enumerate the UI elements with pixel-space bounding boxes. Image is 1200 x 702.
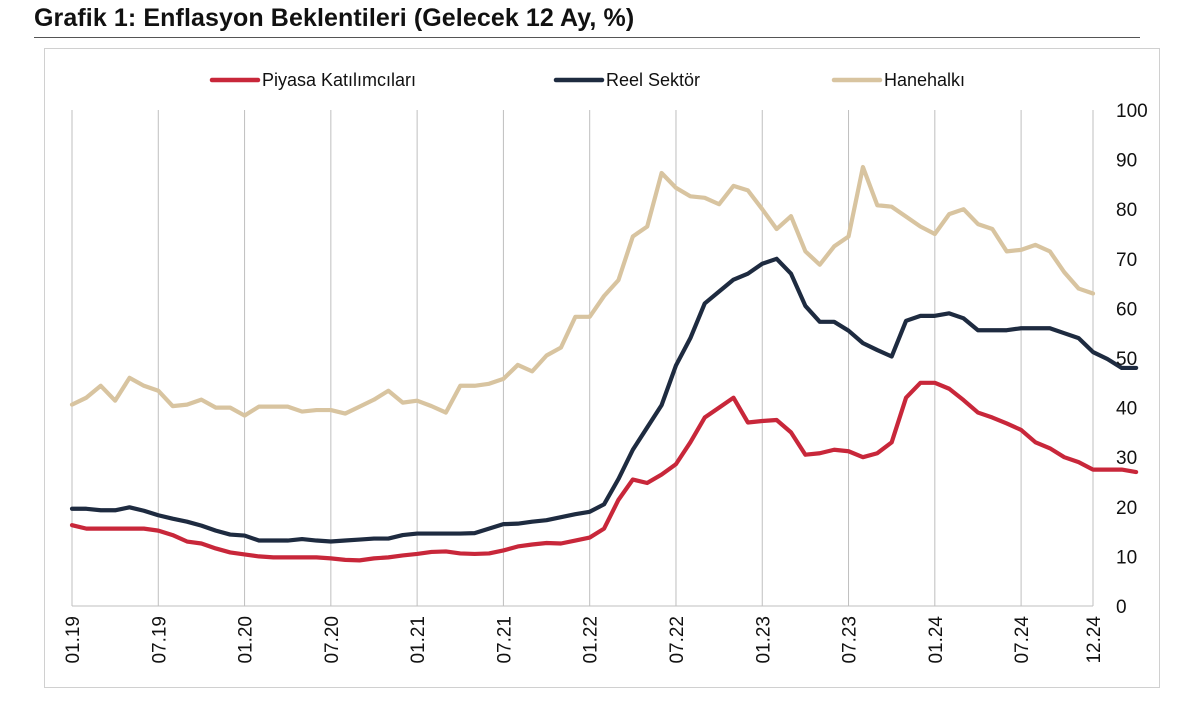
legend: Piyasa Katılımcıları Reel Sektör Hanehalkı (209, 70, 965, 90)
series-lines (69, 164, 1139, 563)
x-tick-label: 07.19 (149, 616, 170, 664)
y-tick-label: 100 (1116, 101, 1148, 122)
axes: 0 10 20 30 40 50 60 70 80 90 100 01.19 07.19 01.20 07.… (63, 101, 1148, 664)
y-tick-label: 40 (1116, 399, 1137, 420)
y-tick-label: 50 (1116, 349, 1137, 370)
y-tick-label: 80 (1116, 200, 1137, 221)
series-line-2 (69, 256, 1139, 544)
legend-label: Piyasa Katılımcıları (262, 70, 416, 90)
y-tick-label: 60 (1116, 299, 1137, 320)
y-tick-label: 20 (1116, 498, 1137, 519)
chart-title: Grafik 1: Enflasyon Beklentileri (Gelece… (34, 4, 635, 32)
x-tick-label: 01.21 (408, 616, 429, 664)
x-tick-label: 01.23 (753, 616, 774, 664)
x-tick-label: 07.22 (667, 616, 688, 664)
series-line-1 (69, 380, 1139, 563)
y-tick-label: 90 (1116, 151, 1137, 172)
y-tick-label: 70 (1116, 250, 1137, 271)
legend-label: Reel Sektör (606, 70, 700, 90)
x-tick-label: 01.20 (236, 616, 257, 664)
chart-frame (44, 48, 1160, 688)
x-tick-label: 07.20 (322, 616, 343, 664)
y-tick-label: 10 (1116, 547, 1137, 568)
y-tick-label: 0 (1116, 597, 1127, 618)
x-tick-label: 07.21 (494, 616, 515, 664)
title-divider (34, 37, 1140, 38)
series-line-3 (69, 164, 1096, 418)
x-tick-label: 01.24 (926, 616, 947, 664)
x-tick-label: 01.19 (63, 616, 84, 664)
x-tick-label: 07.23 (840, 616, 861, 664)
gridlines (71, 110, 1094, 606)
y-tick-label: 30 (1116, 448, 1137, 469)
legend-label: Hanehalkı (884, 70, 965, 90)
x-tick-label: 12.24 (1084, 616, 1105, 664)
x-tick-label: 07.24 (1012, 616, 1033, 664)
x-tick-label: 01.22 (581, 616, 602, 664)
